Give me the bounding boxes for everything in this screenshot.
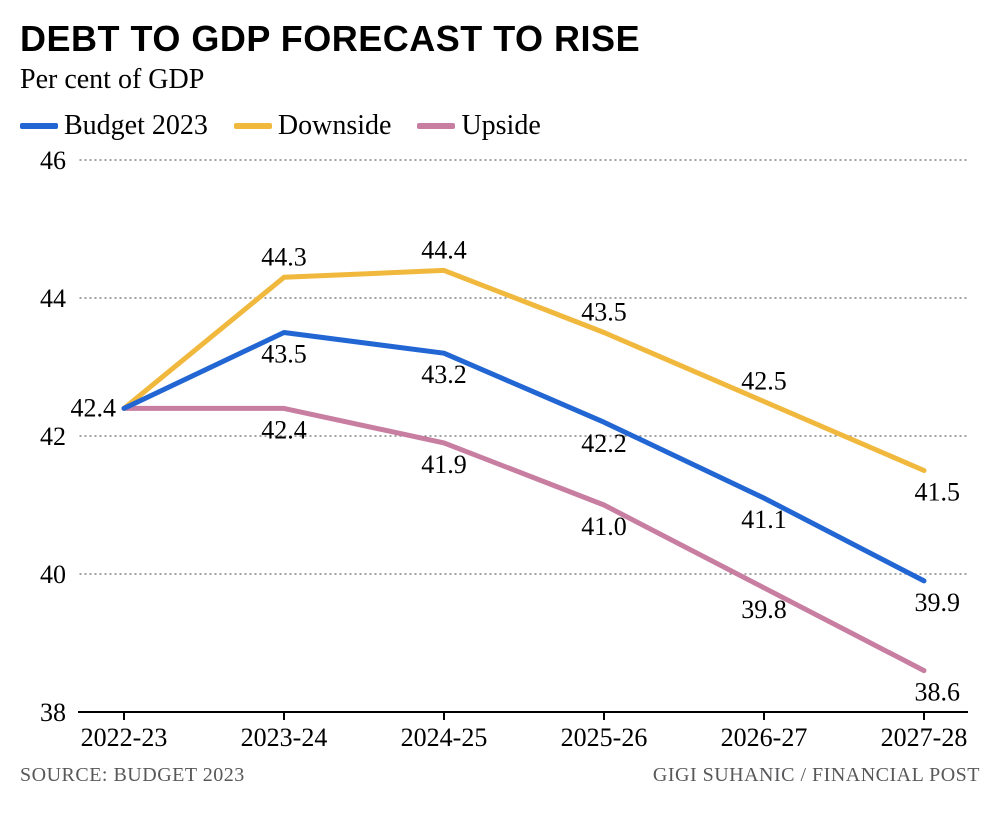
legend-label-upside: Upside: [461, 110, 540, 142]
data-label-downside: 41.5: [915, 478, 961, 507]
legend-label-downside: Downside: [278, 110, 392, 142]
xtick-label: 2022-23: [81, 723, 168, 752]
legend-item-downside: Downside: [234, 110, 392, 142]
legend-swatch-upside: [417, 123, 455, 129]
ytick-label: 46: [40, 148, 66, 175]
line-downside: [124, 270, 924, 470]
legend-label-budget2023: Budget 2023: [64, 110, 208, 142]
xtick-label: 2024-25: [401, 723, 488, 752]
chart-area: 38 40 42 44 46 2022-23 2023-24 2024-25 2025-26 20…: [20, 148, 980, 758]
ytick-label: 42: [40, 422, 66, 451]
xtick-label: 2026-27: [721, 723, 808, 752]
data-label-budget2023: 41.1: [741, 505, 787, 534]
data-label-upside: 38.6: [915, 678, 961, 707]
data-label-downside: 44.3: [261, 242, 307, 271]
chart-footer: SOURCE: BUDGET 2023 GIGI SUHANIC / FINAN…: [20, 764, 980, 787]
xtick-label: 2027-28: [881, 723, 968, 752]
legend-item-budget2023: Budget 2023: [20, 110, 208, 142]
ytick-label: 44: [40, 284, 66, 313]
chart-svg: 38 40 42 44 46 2022-23 2023-24 2024-25 2025-26 20…: [20, 148, 980, 758]
legend: Budget 2023 Downside Upside: [20, 110, 980, 142]
data-label-shared-first: 42.4: [71, 393, 117, 422]
xtick-label: 2025-26: [561, 723, 648, 752]
legend-swatch-downside: [234, 123, 272, 129]
chart-subtitle: Per cent of GDP: [20, 64, 980, 96]
ytick-label: 38: [40, 698, 66, 727]
data-label-budget2023: 42.2: [581, 429, 627, 458]
data-label-upside: 42.4: [261, 415, 307, 444]
data-label-upside: 39.8: [741, 595, 787, 624]
data-label-budget2023: 43.5: [261, 340, 307, 369]
xtick-label: 2023-24: [241, 723, 328, 752]
line-upside: [124, 408, 924, 670]
source-label: SOURCE: BUDGET 2023: [20, 764, 245, 787]
line-budget2023: [124, 333, 924, 581]
data-label-upside: 41.9: [421, 450, 467, 479]
data-label-downside: 42.5: [741, 367, 787, 396]
chart-title: DEBT TO GDP FORECAST TO RISE: [20, 18, 980, 60]
data-label-upside: 41.0: [581, 512, 627, 541]
legend-item-upside: Upside: [417, 110, 540, 142]
ytick-label: 40: [40, 560, 66, 589]
data-label-budget2023: 39.9: [915, 588, 961, 617]
legend-swatch-budget2023: [20, 123, 58, 129]
data-label-budget2023: 43.2: [421, 360, 467, 389]
data-label-downside: 44.4: [421, 235, 467, 264]
credit-label: GIGI SUHANIC / FINANCIAL POST: [653, 764, 980, 787]
chart-page: DEBT TO GDP FORECAST TO RISE Per cent of…: [0, 0, 1000, 827]
data-label-downside: 43.5: [581, 298, 627, 327]
